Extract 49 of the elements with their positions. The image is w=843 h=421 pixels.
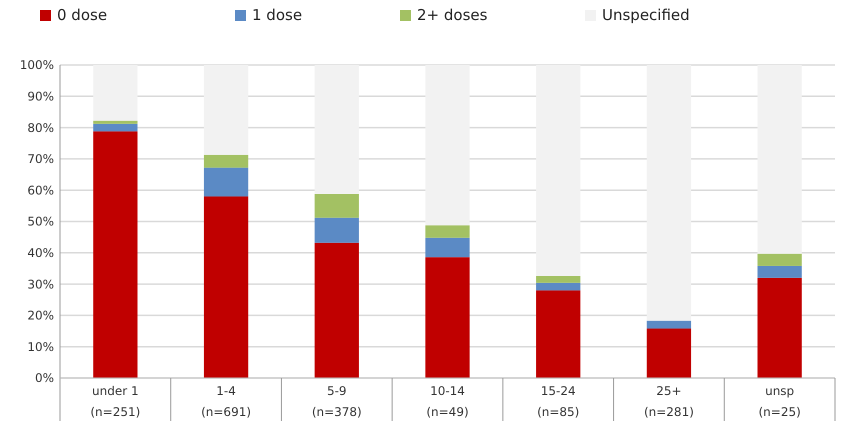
bar	[204, 168, 248, 196]
bar	[93, 124, 138, 132]
bar	[93, 65, 138, 121]
legend-label: 1 dose	[252, 6, 302, 24]
bar	[314, 194, 359, 218]
bar	[758, 254, 802, 266]
bar	[93, 131, 138, 378]
bar	[758, 278, 802, 378]
bar	[93, 120, 138, 124]
bar	[314, 218, 359, 243]
y-tick-label: 60%	[27, 183, 54, 198]
bar	[646, 65, 692, 321]
y-tick-label: 90%	[27, 90, 54, 104]
x-tick-label: 25+ (n=281)	[644, 384, 694, 419]
bar	[425, 238, 470, 258]
bar	[204, 65, 248, 155]
y-tick-label: 80%	[27, 120, 54, 135]
x-tick-label: under 1 (n=251)	[90, 384, 140, 419]
x-tick-label: 5-9 (n=378)	[312, 384, 362, 419]
y-tick-label: 0%	[34, 371, 54, 386]
bar	[425, 225, 470, 238]
bar	[314, 65, 359, 194]
legend-label: 2+ doses	[417, 6, 488, 24]
x-tick-label: 10-14 (n=49)	[426, 384, 469, 419]
x-tick-label: 15-24 (n=85)	[537, 384, 580, 419]
bar	[425, 65, 470, 226]
y-tick-label: 100%	[20, 58, 54, 72]
bar	[425, 257, 470, 378]
bar	[536, 282, 580, 290]
y-tick-label: 30%	[27, 277, 54, 292]
y-tick-label: 10%	[27, 340, 54, 354]
bar	[758, 65, 802, 254]
bar	[536, 276, 580, 283]
y-tick-label: 70%	[27, 152, 54, 166]
bar	[204, 154, 248, 168]
y-tick-label: 50%	[27, 214, 54, 229]
legend-label: Unspecified	[602, 6, 690, 24]
bar	[646, 320, 692, 329]
y-tick-label: 40%	[27, 246, 54, 260]
x-tick-label: 1-4 (n=691)	[201, 384, 252, 419]
y-tick-label: 20%	[27, 308, 54, 323]
bar	[314, 242, 359, 378]
bar	[758, 266, 802, 278]
bar	[646, 328, 692, 378]
bar	[536, 290, 580, 378]
bar	[204, 196, 248, 378]
legend-label: 0 dose	[57, 6, 108, 24]
x-tick-label: unsp (n=25)	[758, 384, 801, 419]
bar	[536, 65, 580, 276]
